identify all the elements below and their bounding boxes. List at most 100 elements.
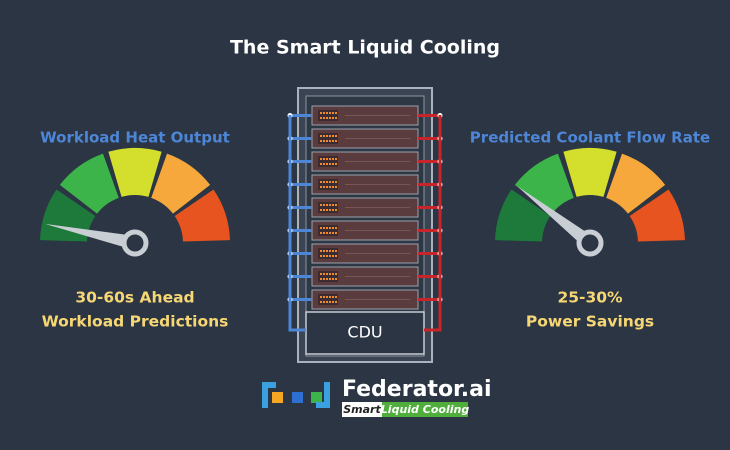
server-led	[326, 140, 328, 142]
server-led	[332, 278, 334, 280]
server-led	[326, 117, 328, 119]
server-led	[326, 296, 328, 298]
caption: 30-60s Ahead	[75, 289, 194, 307]
caption: Power Savings	[526, 313, 654, 331]
server-led	[323, 158, 325, 160]
logo-tag-box	[342, 402, 382, 417]
cold-pipe	[288, 115, 306, 332]
server-led	[335, 301, 337, 303]
server-led	[326, 227, 328, 229]
server-led	[329, 163, 331, 165]
server-led	[323, 232, 325, 234]
server-led	[323, 186, 325, 188]
server-led	[326, 158, 328, 160]
gauge-segment	[108, 148, 162, 197]
server-led	[320, 227, 322, 229]
server-led	[335, 117, 337, 119]
server-led	[332, 158, 334, 160]
server-led	[335, 140, 337, 142]
server-led	[320, 112, 322, 114]
server-led	[320, 140, 322, 142]
server-led	[320, 181, 322, 183]
server-led	[320, 255, 322, 257]
caption: Workload Predictions	[42, 313, 229, 331]
server-led	[332, 273, 334, 275]
server-led	[335, 135, 337, 137]
server-led	[335, 163, 337, 165]
server-led	[335, 296, 337, 298]
gauge-needle	[45, 223, 137, 250]
server-led	[329, 296, 331, 298]
server-led	[326, 278, 328, 280]
server-led	[329, 140, 331, 142]
server-led	[329, 158, 331, 160]
gauge-segment	[151, 153, 211, 214]
server-led	[329, 112, 331, 114]
server-led	[332, 204, 334, 206]
gauge-label: Workload Heat Output	[40, 129, 230, 147]
server-led	[335, 232, 337, 234]
server-led	[320, 163, 322, 165]
server-led	[335, 112, 337, 114]
logo-icon	[292, 392, 303, 403]
server-led	[329, 255, 331, 257]
server-led	[329, 227, 331, 229]
server-led	[329, 209, 331, 211]
server-led	[323, 140, 325, 142]
server-led	[326, 250, 328, 252]
gauge-segment	[629, 189, 685, 242]
server-led	[320, 117, 322, 119]
logo: Federator.ai Smart Liquid Cooling	[262, 377, 492, 417]
logo-icon	[311, 392, 322, 403]
server-led	[332, 209, 334, 211]
server-led	[323, 163, 325, 165]
server-led	[320, 296, 322, 298]
server-led	[323, 204, 325, 206]
server-led	[329, 301, 331, 303]
cdu-box	[305, 311, 425, 355]
server-led	[320, 186, 322, 188]
server-led	[320, 209, 322, 211]
title: The Smart Liquid Cooling	[230, 37, 500, 59]
server-led	[329, 181, 331, 183]
server-panel	[318, 294, 338, 305]
server-led	[329, 250, 331, 252]
logo-tag: Smart	[343, 403, 381, 416]
server-panel	[318, 271, 338, 282]
gauge-segment	[40, 189, 96, 242]
server-led	[323, 227, 325, 229]
server-led	[332, 301, 334, 303]
logo-tag-box	[382, 402, 468, 417]
server-led	[323, 250, 325, 252]
server-led	[326, 273, 328, 275]
server-led	[335, 255, 337, 257]
server-led	[329, 232, 331, 234]
server-led	[329, 204, 331, 206]
server-led	[320, 301, 322, 303]
server-led	[335, 181, 337, 183]
gauge-segment	[59, 153, 119, 214]
logo-icon	[272, 392, 283, 403]
server-led	[323, 278, 325, 280]
server-panel	[318, 133, 338, 144]
server-led	[335, 186, 337, 188]
gauge-hub	[576, 229, 604, 257]
server-led	[335, 204, 337, 206]
server-led	[323, 255, 325, 257]
server-led	[329, 117, 331, 119]
server-led	[326, 204, 328, 206]
cdu-label: CDU	[347, 323, 382, 342]
caption: 25-30%	[557, 289, 623, 307]
server-led	[326, 135, 328, 137]
server-led	[323, 135, 325, 137]
server-led	[320, 232, 322, 234]
server-led	[326, 232, 328, 234]
hot-pipe	[424, 115, 442, 332]
server-led	[323, 181, 325, 183]
server-led	[329, 273, 331, 275]
server-led	[320, 278, 322, 280]
server-led	[335, 273, 337, 275]
logo-name: Federator.ai	[342, 377, 492, 402]
server-led	[332, 112, 334, 114]
